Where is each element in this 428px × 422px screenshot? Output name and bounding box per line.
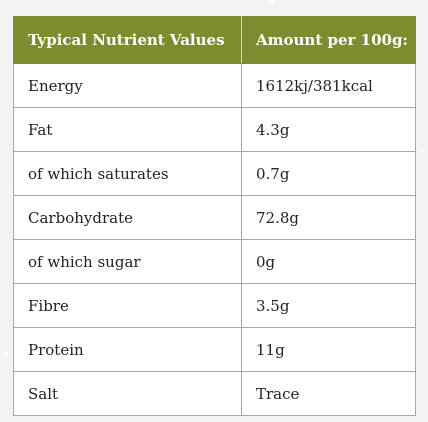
background-speck bbox=[268, 0, 275, 4]
nutrient-amount: 0.7g bbox=[241, 151, 416, 196]
background-speck bbox=[3, 352, 8, 356]
table-row: Fat 4.3g bbox=[13, 107, 416, 152]
nutrient-amount: 0g bbox=[241, 239, 416, 284]
nutrient-amount: 72.8g bbox=[241, 195, 416, 240]
nutrient-name: Protein bbox=[13, 327, 242, 372]
column-header-amount: Amount per 100g: bbox=[241, 16, 416, 64]
table-row: Salt Trace bbox=[13, 371, 416, 416]
nutrient-amount: 4.3g bbox=[241, 107, 416, 152]
table-row: Fibre 3.5g bbox=[13, 283, 416, 328]
background-speck bbox=[6, 190, 10, 194]
table-row: of which sugar 0g bbox=[13, 239, 416, 284]
nutrient-name: Energy bbox=[13, 63, 242, 108]
table-row: of which saturates 0.7g bbox=[13, 151, 416, 196]
table-row: Energy 1612kj/381kcal bbox=[13, 63, 416, 108]
table-row: Protein 11g bbox=[13, 327, 416, 372]
nutrient-name: of which sugar bbox=[13, 239, 242, 284]
nutrient-name: Fibre bbox=[13, 283, 242, 328]
nutrient-name: of which saturates bbox=[13, 151, 242, 196]
nutrient-name: Salt bbox=[13, 371, 242, 416]
column-header-nutrient: Typical Nutrient Values bbox=[13, 16, 242, 64]
nutrient-amount: 3.5g bbox=[241, 283, 416, 328]
nutrition-table: Typical Nutrient Values Amount per 100g:… bbox=[13, 16, 416, 416]
nutrient-name: Fat bbox=[13, 107, 242, 152]
nutrient-amount: Trace bbox=[241, 371, 416, 416]
nutrient-amount: 1612kj/381kcal bbox=[241, 63, 416, 108]
nutrient-amount: 11g bbox=[241, 327, 416, 372]
background-speck bbox=[420, 150, 424, 153]
table-row: Carbohydrate 72.8g bbox=[13, 195, 416, 240]
nutrient-name: Carbohydrate bbox=[13, 195, 242, 240]
table-header-row: Typical Nutrient Values Amount per 100g: bbox=[13, 16, 416, 64]
